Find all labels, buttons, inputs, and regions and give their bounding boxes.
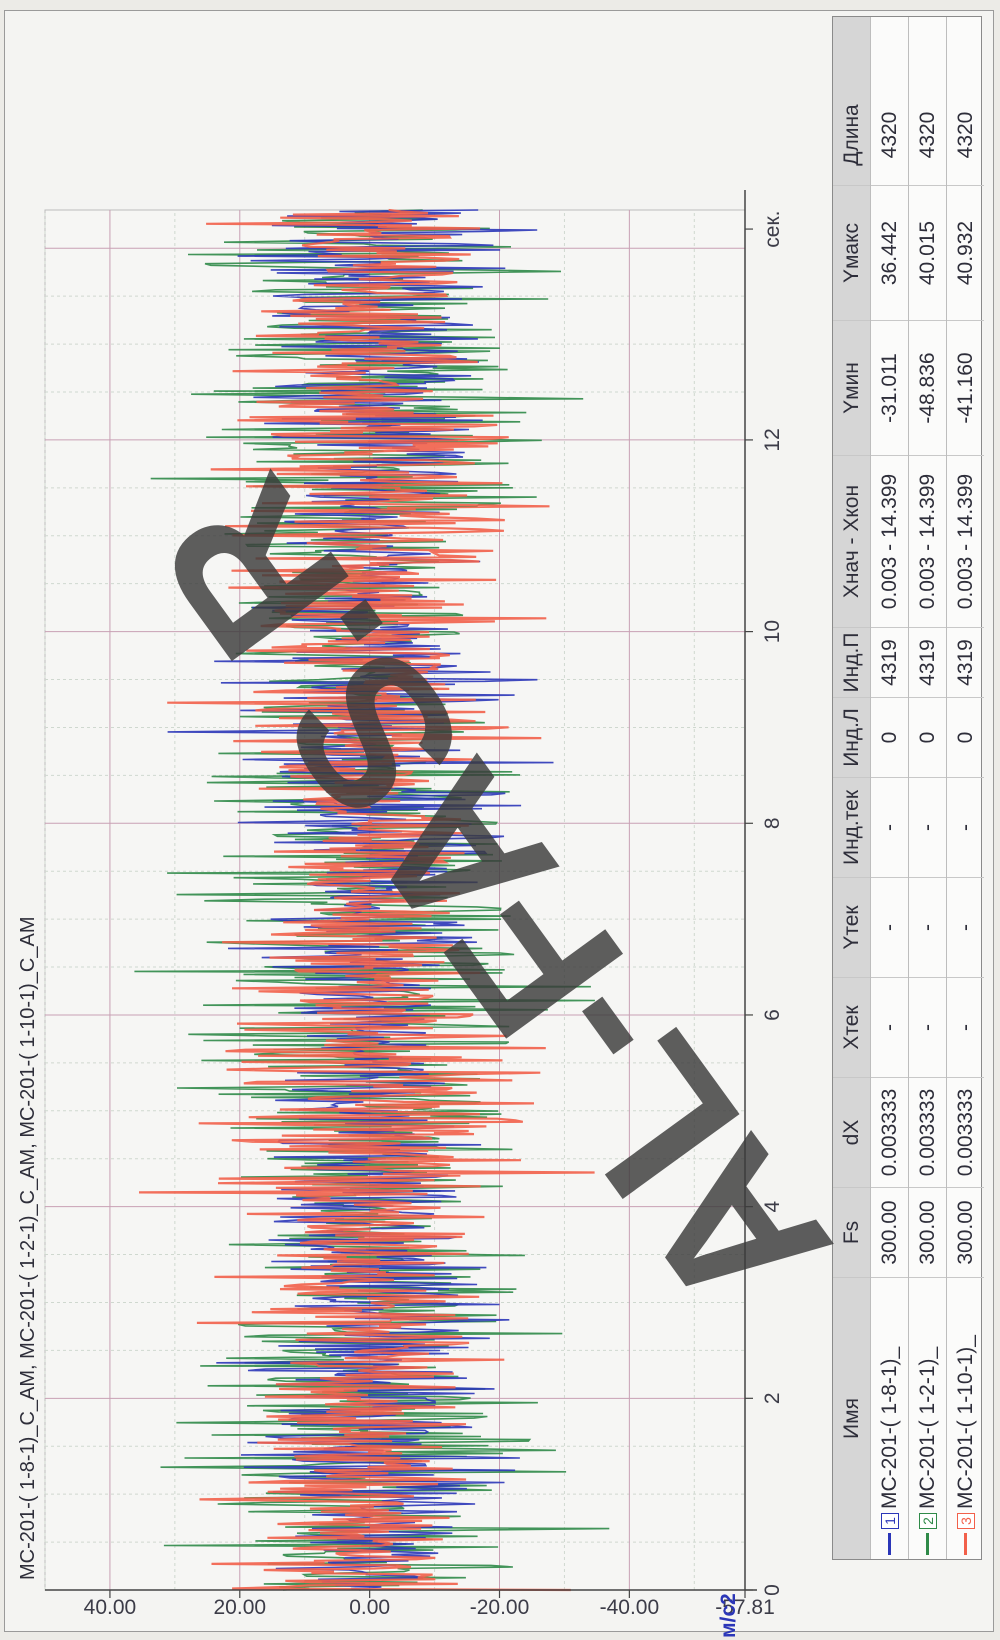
table-cell-indp: 4319 — [909, 627, 946, 697]
table-header-cell: Yтек — [833, 877, 870, 977]
table-cell-fs: 300.00 — [871, 1187, 908, 1277]
y-tick-label: 0.00 — [349, 1596, 390, 1619]
table-cell-ytek: - — [909, 877, 946, 977]
y-axis-label: м/с2 — [717, 1593, 740, 1638]
series-color-swatch — [926, 1533, 929, 1555]
x-tick-label: 10 — [761, 620, 784, 643]
table-row[interactable]: 2 MC-201-( 1-2-1)_ 300.00 0.003333- - -0 4319 0… — [909, 17, 947, 1559]
series-index-box[interactable]: 2 — [918, 1513, 937, 1529]
table-cell-indp: 4319 — [947, 627, 984, 697]
table-cell-len: 4320 — [877, 111, 901, 159]
table-cell-indp: 4319 — [871, 627, 908, 697]
chart-plot: 0 2 4 6 8 10 12 сек. 40.00 20.00 0.00 -20.00 -40.00 -… — [17, 190, 784, 1638]
x-tick-label: 0 — [761, 1584, 784, 1596]
series-name: MC-201-( 1-2-1)_ — [915, 1346, 939, 1509]
table-cell-ytek: - — [871, 877, 908, 977]
table-header-cell: Инд.П — [833, 627, 870, 697]
series-line — [138, 208, 595, 1592]
chart-title: MC-201-( 1-8-1)_C_AM, MC-201-( 1-2-1)_C_… — [17, 917, 39, 1581]
table-header-cell: dX — [833, 1077, 870, 1187]
table-cell-ytek: - — [947, 877, 984, 977]
table-header-cell: Xнач - Xкон — [833, 455, 870, 627]
table-cell-indtek: - — [947, 777, 984, 877]
table-cell-len: 4320 — [953, 111, 977, 159]
x-tick-label: 12 — [761, 428, 784, 451]
table-cell-ymax: 40.015 — [909, 185, 946, 320]
series-line — [134, 209, 610, 1591]
x-tick-label: 4 — [761, 1200, 784, 1212]
y-tick-label: -20.00 — [470, 1596, 530, 1619]
x-tick-label: сек. — [761, 210, 784, 247]
table-header-cell: Инд.Л — [833, 697, 870, 777]
table-cell-ymin: -31.011 — [871, 320, 908, 455]
table-header-row: Имя Fs dX Xтек Yтек Инд.тек Инд.Л Инд.П Xнач - X… — [833, 17, 871, 1559]
table-header-cell: Длина — [839, 104, 863, 166]
x-tick-label: 2 — [761, 1392, 784, 1404]
table-header-cell: Yмин — [833, 320, 870, 455]
table-cell-ymax: 36.442 — [871, 185, 908, 320]
table-cell-indtek: - — [871, 777, 908, 877]
y-tick-label: -57.81 — [715, 1596, 775, 1619]
series-table: Имя Fs dX Xтек Yтек Инд.тек Инд.Л Инд.П Xнач - X… — [832, 16, 984, 1560]
table-cell-ymin: -41.160 — [947, 320, 984, 455]
table-cell-indl: 0 — [871, 697, 908, 777]
table-cell-xrange: 0.003 - 14.399 — [871, 455, 908, 627]
series-index-box[interactable]: 3 — [956, 1513, 975, 1529]
table-cell-name: 2 MC-201-( 1-2-1)_ — [909, 1277, 946, 1559]
table-header-cell: Инд.тек — [833, 777, 870, 877]
x-tick-label: 6 — [761, 1009, 784, 1021]
table-cell-indl: 0 — [947, 697, 984, 777]
table-cell-xrange: 0.003 - 14.399 — [909, 455, 946, 627]
series-color-swatch — [888, 1533, 891, 1555]
table-cell-indtek: - — [909, 777, 946, 877]
table-header-cell: Yмакс — [833, 185, 870, 320]
x-tick-label: 8 — [761, 817, 784, 829]
series-index-box[interactable]: 1 — [880, 1513, 899, 1529]
table-cell-ymax: 40.932 — [947, 185, 984, 320]
table-cell-xrange: 0.003 - 14.399 — [947, 455, 984, 627]
table-cell-dx: 0.003333 — [871, 1077, 908, 1187]
table-header-cell: Имя — [833, 1277, 870, 1559]
table-header-cell: Xтек — [833, 977, 870, 1077]
y-tick-label: 40.00 — [84, 1596, 137, 1619]
y-tick-label: -40.00 — [600, 1596, 660, 1619]
table-header-cell: Fs — [833, 1187, 870, 1277]
table-cell-xtek: - — [871, 977, 908, 1077]
series-color-swatch — [964, 1533, 967, 1555]
series-name: MC-201-( 1-8-1)_ — [877, 1346, 901, 1509]
table-cell-name: 3 MC-201-( 1-10-1)_ — [947, 1277, 984, 1559]
table-cell-dx: 0.003333 — [947, 1077, 984, 1187]
table-cell-xtek: - — [947, 977, 984, 1077]
table-row[interactable]: 3 MC-201-( 1-10-1)_ 300.00 0.003333- - -0 4319… — [947, 17, 984, 1559]
table-cell-ymin: -48.836 — [909, 320, 946, 455]
table-row[interactable]: 1 MC-201-( 1-8-1)_ 300.00 0.003333- - -0 4319 0… — [871, 17, 909, 1559]
table-cell-name: 1 MC-201-( 1-8-1)_ — [871, 1277, 908, 1559]
table-cell-fs: 300.00 — [909, 1187, 946, 1277]
series-name: MC-201-( 1-10-1)_ — [953, 1335, 977, 1509]
table-cell-dx: 0.003333 — [909, 1077, 946, 1187]
y-tick-label: 20.00 — [214, 1596, 267, 1619]
table-cell-xtek: - — [909, 977, 946, 1077]
table-cell-indl: 0 — [909, 697, 946, 777]
table-cell-len: 4320 — [915, 111, 939, 159]
table-cell-fs: 300.00 — [947, 1187, 984, 1277]
